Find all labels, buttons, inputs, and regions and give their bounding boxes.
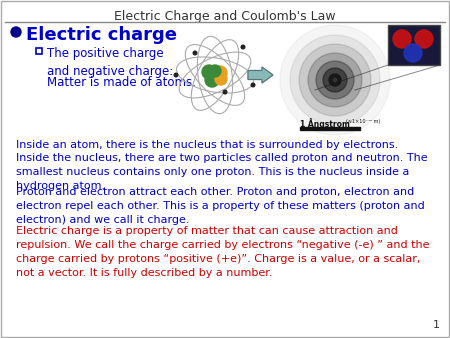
Circle shape bbox=[206, 66, 224, 84]
Circle shape bbox=[213, 66, 227, 80]
Circle shape bbox=[299, 44, 371, 116]
Text: Electric charge is a property of matter that can cause attraction and
repulsion.: Electric charge is a property of matter … bbox=[16, 226, 429, 278]
Circle shape bbox=[202, 65, 216, 79]
Text: 1: 1 bbox=[433, 320, 440, 330]
Circle shape bbox=[316, 61, 354, 99]
Text: The positive charge
and negative charge:: The positive charge and negative charge: bbox=[47, 47, 173, 78]
Circle shape bbox=[174, 73, 178, 77]
Circle shape bbox=[333, 78, 337, 82]
Text: Inside an atom, there is the nucleus that is surrounded by electrons.: Inside an atom, there is the nucleus tha… bbox=[16, 140, 398, 150]
Circle shape bbox=[251, 83, 255, 87]
Circle shape bbox=[193, 51, 197, 55]
Circle shape bbox=[209, 65, 221, 77]
Text: Inside the nucleus, there are two particles called proton and neutron. The
small: Inside the nucleus, there are two partic… bbox=[16, 153, 427, 191]
Circle shape bbox=[323, 68, 347, 92]
Circle shape bbox=[11, 27, 21, 37]
Text: Electric Charge and Coulomb's Law: Electric Charge and Coulomb's Law bbox=[114, 10, 336, 23]
FancyArrow shape bbox=[248, 67, 273, 83]
Text: Matter is made of atoms.: Matter is made of atoms. bbox=[47, 76, 196, 89]
Circle shape bbox=[332, 77, 338, 83]
Circle shape bbox=[415, 30, 433, 48]
Circle shape bbox=[223, 90, 227, 94]
Bar bbox=[300, 127, 360, 130]
Bar bbox=[388, 25, 440, 65]
Circle shape bbox=[215, 73, 227, 85]
Text: Proton and electron attract each other. Proton and proton, electron and
electron: Proton and electron attract each other. … bbox=[16, 187, 425, 225]
Text: Electric charge: Electric charge bbox=[26, 26, 177, 44]
Text: 1 Ångstrom: 1 Ångstrom bbox=[300, 118, 350, 129]
Circle shape bbox=[404, 44, 422, 62]
Circle shape bbox=[393, 30, 411, 48]
Circle shape bbox=[241, 45, 245, 49]
Circle shape bbox=[329, 74, 341, 86]
Circle shape bbox=[290, 35, 380, 125]
Circle shape bbox=[205, 73, 219, 87]
Text: (≈1×10⁻¹⁰ m): (≈1×10⁻¹⁰ m) bbox=[346, 119, 380, 124]
FancyBboxPatch shape bbox=[36, 48, 42, 54]
Circle shape bbox=[308, 53, 362, 107]
